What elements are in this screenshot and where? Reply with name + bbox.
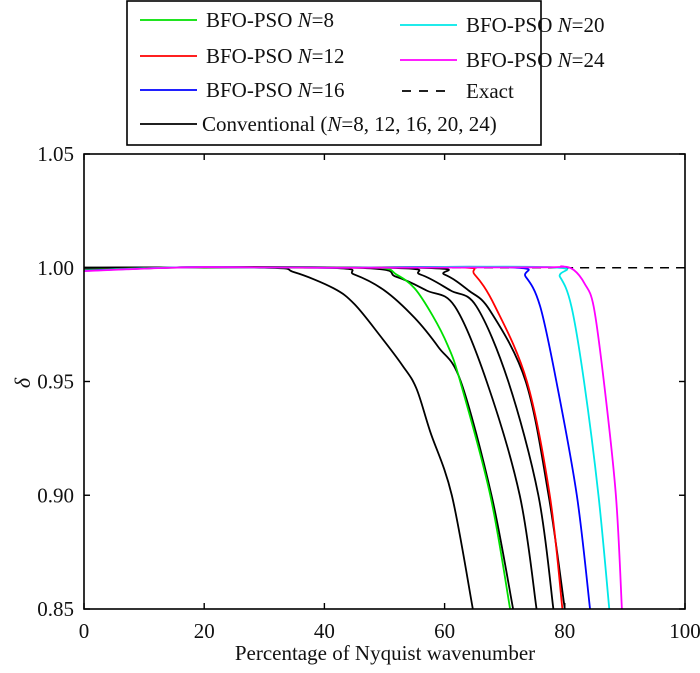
series-line-4 [84,266,555,609]
x-tick-label: 100 [669,619,700,643]
legend-box [126,0,542,146]
legend: BFO-PSO N=8 BFO-PSO N=12 BFO-PSO N=16 Conve… [126,0,605,146]
y-axis-label: δ [10,377,35,388]
series-line-7 [84,265,564,609]
legend-label-2: BFO-PSO N=16 [206,78,344,102]
series-line-3 [84,266,538,609]
legend-label-3: Conventional (N=8, 12, 16, 20, 24) [202,112,497,136]
series-line-2 [84,266,514,609]
legend-label-0: BFO-PSO N=8 [206,8,334,32]
y-tick-label: 0.95 [37,370,74,394]
series-line-8 [84,265,591,609]
x-tick-label: 20 [194,619,215,643]
legend-label-6: Exact [466,79,514,103]
legend-label-1: BFO-PSO N=12 [206,44,344,68]
plot-frame [83,153,686,610]
series-layer [84,265,685,609]
legend-label-4: BFO-PSO N=20 [466,13,604,37]
y-tick-label: 1.00 [37,256,74,280]
series-line-5 [84,266,566,609]
ticks-layer: 0 20 40 60 80 100 0.85 0.90 0.95 1.00 1.05 [37,142,700,643]
y-tick-label: 0.90 [37,483,74,507]
x-tick-label: 0 [79,619,90,643]
x-tick-label: 60 [434,619,455,643]
x-axis-label: Percentage of Nyquist wavenumber [235,641,535,665]
x-tick-label: 40 [314,619,335,643]
legend-label-5: BFO-PSO N=24 [466,48,605,72]
series-line-10 [84,265,623,609]
y-tick-label: 0.85 [37,597,74,621]
x-tick-label: 80 [554,619,575,643]
y-tick-label: 1.05 [37,142,74,166]
series-line-6 [84,266,511,609]
